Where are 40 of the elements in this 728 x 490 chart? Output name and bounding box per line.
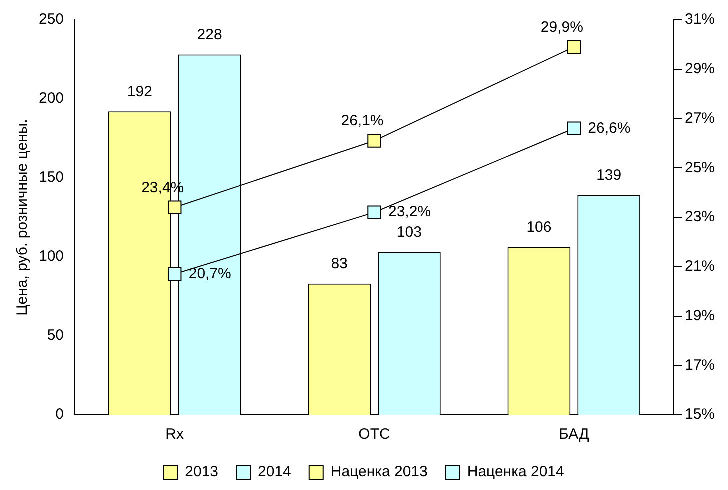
x-tick-label: Rx	[166, 426, 185, 444]
y2-tick-label: 29%	[684, 60, 716, 78]
data-label: 26,6%	[588, 120, 631, 137]
y-tick-label: 150	[38, 169, 64, 186]
y2-tick-label: 15%	[684, 406, 716, 424]
x-tick-label: БАД	[559, 426, 590, 444]
point	[368, 134, 382, 148]
point	[168, 267, 182, 282]
y-tick-label: 250	[38, 11, 64, 28]
y2-tick-label: 21%	[684, 258, 716, 276]
data-label: 20,7%	[188, 265, 232, 282]
y2-tick-label: 31%	[684, 11, 716, 28]
y2-tick-label: 17%	[684, 356, 716, 374]
legend-label: 2013	[185, 464, 219, 481]
y2-tick-label: 19%	[684, 307, 716, 324]
data-label: 26,1%	[341, 112, 384, 130]
y-tick-label: 50	[47, 327, 64, 344]
data-label: 23,2%	[388, 204, 432, 221]
data-label: 103	[396, 224, 422, 241]
legend-label: 2014	[258, 464, 292, 481]
legend-label: Наценка 2014	[467, 464, 564, 481]
legend-label: Наценка 2013	[330, 464, 428, 481]
y-tick-label: 100	[38, 248, 64, 266]
y-axis-title: Цена, руб. розничные цены.	[14, 119, 32, 316]
data-label: 29,9%	[540, 18, 584, 36]
y-tick-label: 200	[38, 90, 64, 108]
data-label: 228	[197, 26, 222, 44]
data-label: 192	[127, 83, 152, 100]
y2-tick-label: 25%	[684, 159, 716, 176]
y2-tick-label: 23%	[684, 208, 716, 226]
x-tick-label: OTC	[358, 426, 390, 444]
y-tick-label: 0	[56, 406, 64, 424]
point	[368, 206, 382, 220]
point	[567, 40, 582, 54]
point	[168, 200, 182, 214]
point	[567, 122, 582, 136]
y2-tick-label: 27%	[684, 110, 716, 127]
data-label: 139	[596, 167, 622, 184]
data-label: 83	[331, 256, 348, 272]
data-label: 106	[526, 219, 552, 236]
